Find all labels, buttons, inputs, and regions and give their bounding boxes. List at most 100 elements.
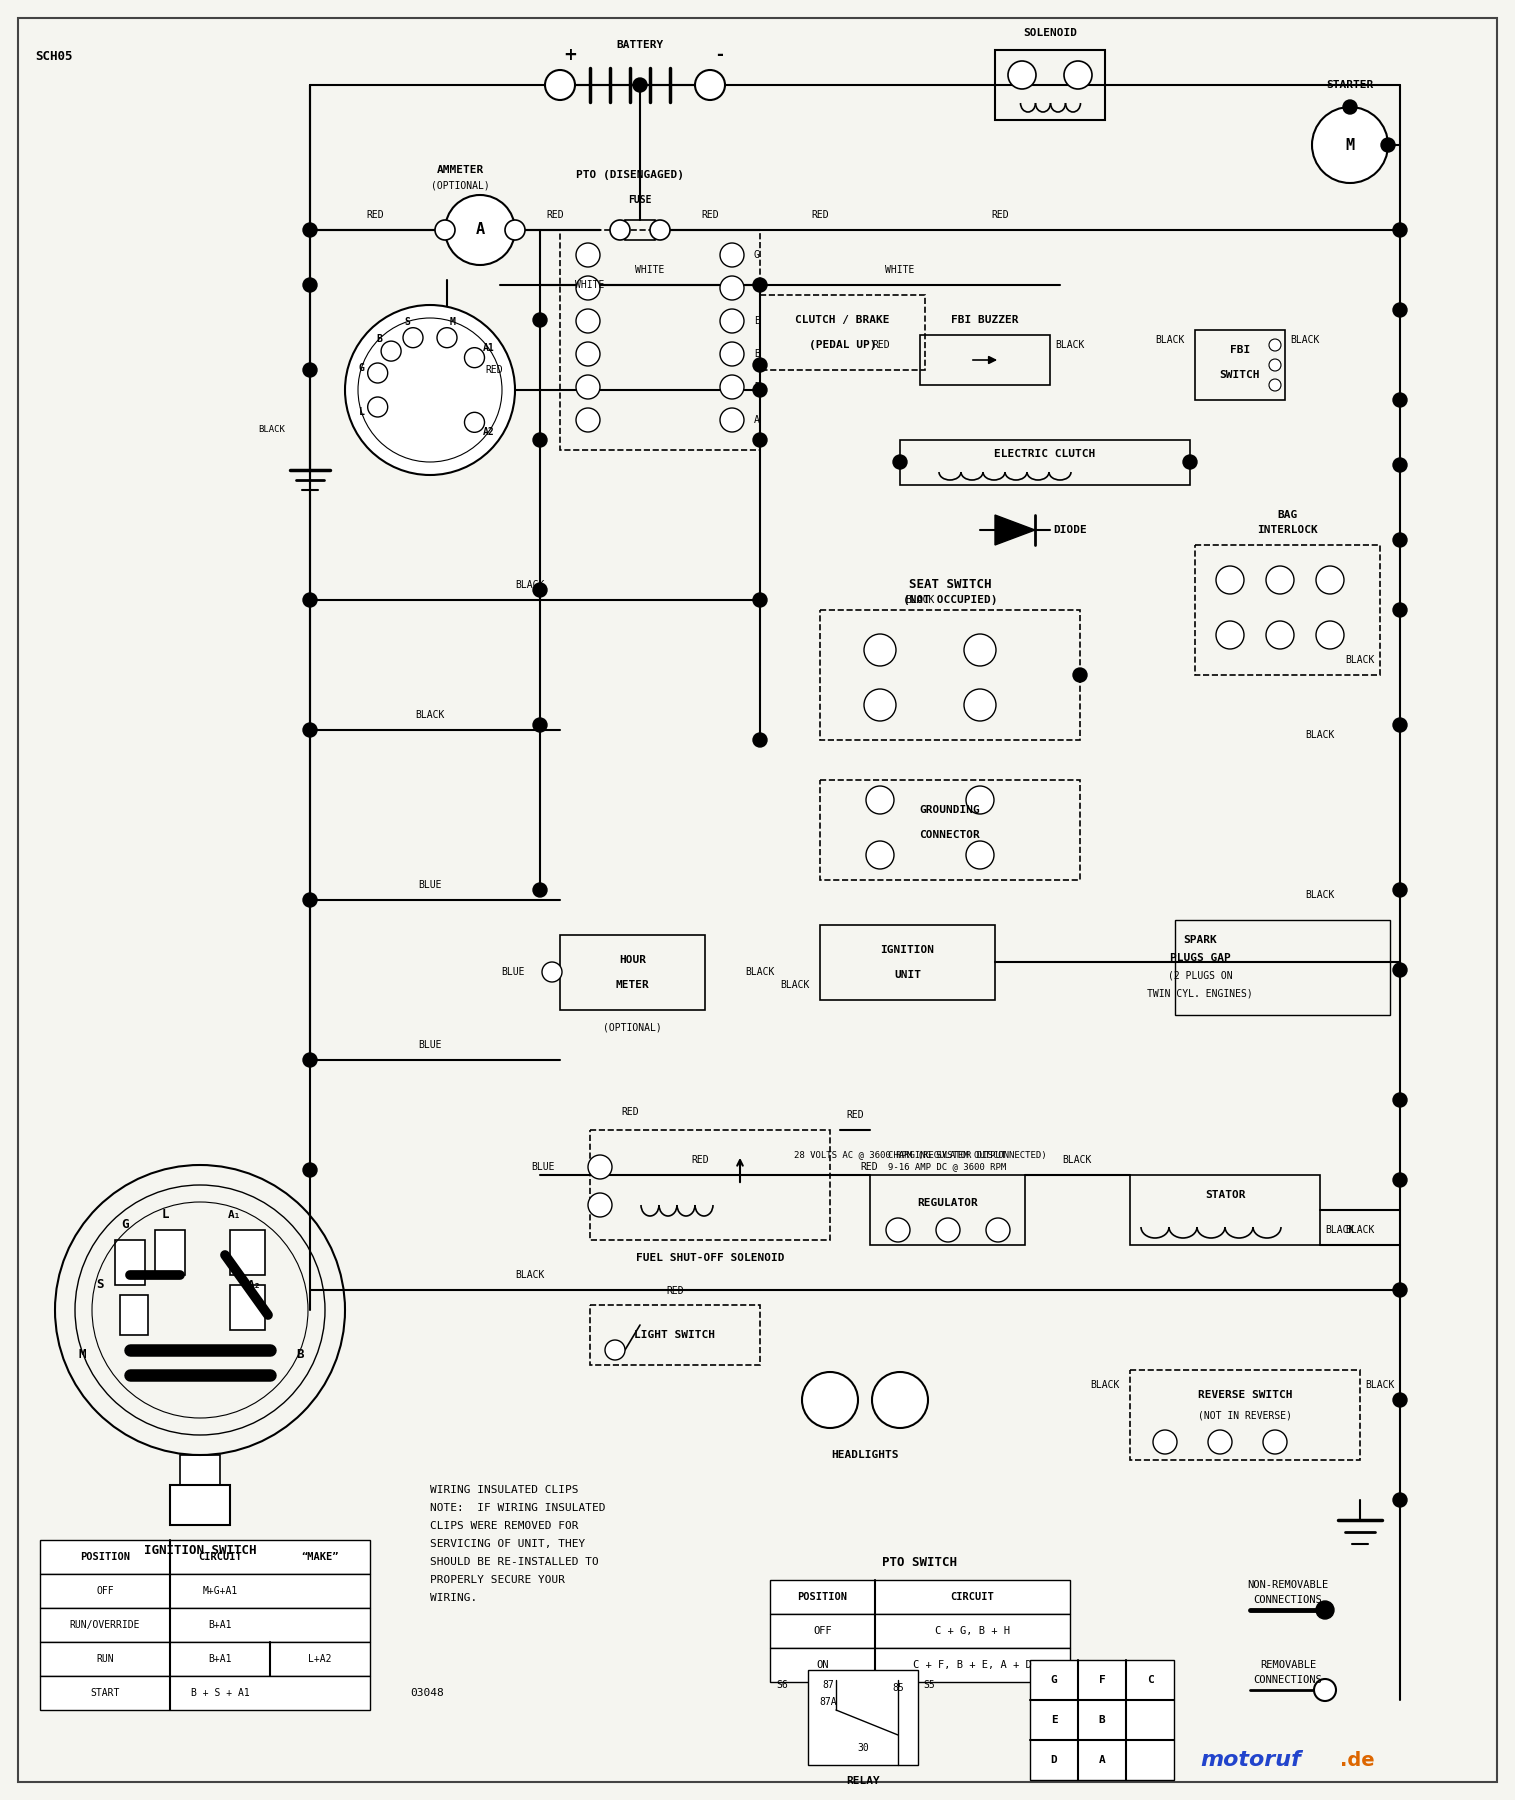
Circle shape — [1392, 457, 1407, 472]
Text: SWITCH: SWITCH — [1220, 371, 1260, 380]
Text: START: START — [91, 1688, 120, 1697]
Bar — [39, 1676, 370, 1710]
Circle shape — [1392, 1093, 1407, 1107]
Text: BLACK: BLACK — [1289, 335, 1320, 346]
Circle shape — [1382, 139, 1395, 151]
Bar — [770, 1580, 1070, 1615]
Text: SPARK: SPARK — [1183, 934, 1217, 945]
Text: REGULATOR: REGULATOR — [917, 1199, 977, 1208]
Text: BLACK: BLACK — [1365, 1381, 1394, 1390]
Text: G: G — [754, 250, 761, 259]
Text: WIRING.: WIRING. — [430, 1593, 477, 1604]
Bar — [561, 934, 704, 1010]
Circle shape — [1267, 565, 1294, 594]
Text: RED: RED — [811, 211, 829, 220]
Bar — [770, 1649, 1070, 1681]
Circle shape — [545, 70, 576, 101]
Text: PTO SWITCH: PTO SWITCH — [883, 1555, 957, 1568]
Circle shape — [867, 787, 894, 814]
Circle shape — [1317, 565, 1344, 594]
Text: A: A — [1098, 1755, 1106, 1766]
Text: WHITE: WHITE — [635, 265, 665, 275]
Text: D: D — [1050, 1755, 1057, 1766]
Circle shape — [445, 194, 515, 265]
Circle shape — [720, 409, 744, 432]
Text: ON: ON — [817, 1660, 829, 1670]
Text: BLACK: BLACK — [1306, 731, 1335, 740]
Circle shape — [576, 310, 600, 333]
Text: (NOT IN REVERSE): (NOT IN REVERSE) — [1198, 1409, 1292, 1420]
Text: REVERSE SWITCH: REVERSE SWITCH — [1198, 1390, 1292, 1400]
Text: BLACK: BLACK — [906, 596, 935, 605]
Text: ELECTRIC CLUTCH: ELECTRIC CLUTCH — [994, 448, 1095, 459]
Text: BLACK: BLACK — [1345, 1226, 1374, 1235]
Text: CLIPS WERE REMOVED FOR: CLIPS WERE REMOVED FOR — [430, 1521, 579, 1532]
Text: NOTE:  IF WIRING INSULATED: NOTE: IF WIRING INSULATED — [430, 1503, 606, 1514]
Text: C: C — [1147, 1676, 1153, 1685]
Text: OFF: OFF — [814, 1625, 832, 1636]
Text: IGNITION SWITCH: IGNITION SWITCH — [144, 1544, 256, 1557]
Text: F: F — [1098, 1676, 1106, 1685]
Circle shape — [967, 787, 994, 814]
Text: L: L — [359, 407, 365, 418]
Text: BLACK: BLACK — [515, 1271, 545, 1280]
Bar — [1176, 920, 1389, 1015]
Text: L+A2: L+A2 — [308, 1654, 332, 1663]
Text: -: - — [717, 47, 724, 65]
Text: AMMETER: AMMETER — [436, 166, 483, 175]
Bar — [626, 220, 654, 239]
Text: G: G — [121, 1219, 129, 1231]
Circle shape — [576, 374, 600, 400]
Text: FUEL SHUT-OFF SOLENOID: FUEL SHUT-OFF SOLENOID — [636, 1253, 785, 1264]
Bar — [1130, 1370, 1360, 1460]
Text: S: S — [97, 1278, 103, 1292]
Circle shape — [1392, 533, 1407, 547]
Circle shape — [504, 220, 526, 239]
Bar — [1195, 545, 1380, 675]
Text: RED: RED — [621, 1107, 639, 1118]
Circle shape — [1317, 621, 1344, 650]
Circle shape — [864, 689, 895, 722]
Text: B: B — [297, 1348, 303, 1361]
Circle shape — [1392, 1283, 1407, 1298]
Text: SCH05: SCH05 — [35, 50, 73, 63]
Circle shape — [1392, 302, 1407, 317]
Text: SHOULD BE RE-INSTALLED TO: SHOULD BE RE-INSTALLED TO — [430, 1557, 598, 1568]
Text: STATOR: STATOR — [1204, 1190, 1245, 1201]
Circle shape — [1392, 718, 1407, 733]
Circle shape — [435, 220, 454, 239]
Circle shape — [864, 634, 895, 666]
Text: +: + — [564, 47, 577, 65]
Text: BLACK: BLACK — [1156, 335, 1185, 346]
Circle shape — [720, 310, 744, 333]
Text: CHARGING SYSTEM OUTPUT: CHARGING SYSTEM OUTPUT — [888, 1150, 1006, 1159]
Text: BLACK: BLACK — [745, 967, 774, 977]
Circle shape — [1392, 1174, 1407, 1186]
Circle shape — [303, 364, 317, 376]
Text: RELAY: RELAY — [845, 1777, 880, 1786]
Circle shape — [873, 1372, 929, 1427]
Text: CONNECTOR: CONNECTOR — [920, 830, 980, 841]
Text: INTERLOCK: INTERLOCK — [1257, 526, 1318, 535]
Bar — [589, 1305, 761, 1364]
Circle shape — [650, 220, 670, 239]
Circle shape — [964, 689, 995, 722]
Circle shape — [576, 243, 600, 266]
Text: CIRCUIT: CIRCUIT — [950, 1591, 994, 1602]
Text: BLUE: BLUE — [418, 880, 442, 889]
Circle shape — [533, 313, 547, 328]
Text: S5: S5 — [923, 1679, 935, 1690]
Bar — [120, 1294, 148, 1336]
Text: 87: 87 — [823, 1679, 833, 1690]
Bar — [155, 1229, 185, 1274]
Text: G: G — [359, 364, 365, 373]
Text: RED: RED — [691, 1156, 709, 1165]
Circle shape — [1312, 106, 1388, 184]
Text: G: G — [1050, 1676, 1057, 1685]
Bar — [920, 335, 1050, 385]
Text: GROUNDING: GROUNDING — [920, 805, 980, 815]
Circle shape — [358, 319, 501, 463]
Text: BLACK: BLACK — [780, 979, 811, 990]
Text: (OPTIONAL): (OPTIONAL) — [603, 1022, 662, 1033]
Text: C + F, B + E, A + D: C + F, B + E, A + D — [914, 1660, 1032, 1670]
